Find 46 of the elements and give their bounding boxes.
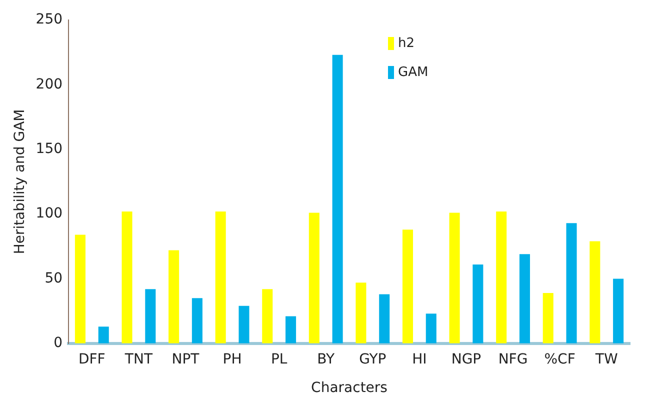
bar [542,292,554,344]
bar [379,294,390,344]
x-axis-title: Characters [311,380,388,396]
x-tick-label: PL [270,351,288,368]
x-tick-label: %CF [544,351,576,368]
x-tick-label: DFF [78,351,106,368]
bar [613,278,624,344]
bar [402,230,414,344]
x-tick-label: TW [594,351,618,368]
bar [192,298,202,344]
y-tick-label: 250 [36,12,63,28]
x-tick-label: NGP [451,351,482,368]
x-tick-label: BY [317,351,336,368]
bar [496,211,507,344]
bar [286,316,296,344]
x-tick-label: HI [412,351,427,368]
bar [472,264,484,344]
bar [262,289,273,344]
bar [356,282,366,344]
bar [566,223,577,344]
y-tick-label: 100 [36,206,63,222]
y-axis-title: Heritability and GAM [12,109,28,254]
bar [238,306,250,344]
bar [590,241,600,344]
bar [168,250,180,344]
bar [145,289,156,344]
x-tick-label: NPT [172,351,200,368]
y-tick-label: 0 [54,335,63,352]
bar [98,326,109,344]
x-tick-label: NFG [498,351,528,368]
legend-label: h2 [398,36,415,51]
x-tick-label: GYP [359,351,386,368]
bar [519,254,530,344]
legend-label: GAM [398,65,428,80]
y-tick-label: 200 [36,76,63,92]
bar [332,54,343,344]
x-tick-label: TNT [124,351,153,368]
bar [449,212,460,344]
bar [215,211,226,344]
x-tick-label: PH [222,351,242,368]
bar [426,314,436,344]
y-tick-label: 50 [44,270,63,286]
y-tick-label: 150 [36,141,63,157]
bar [308,212,320,344]
bar [74,234,86,344]
bar [122,211,132,344]
